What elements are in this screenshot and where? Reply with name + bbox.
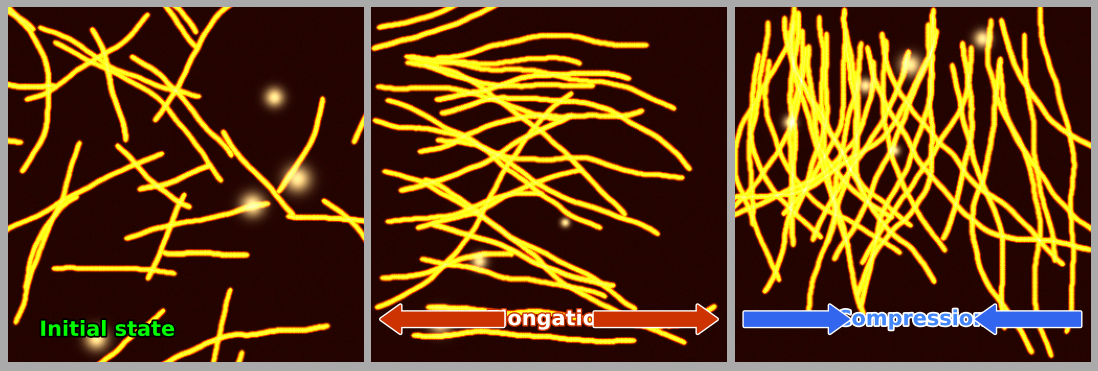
Text: Initial state: Initial state — [40, 320, 176, 340]
FancyArrowPatch shape — [594, 305, 717, 333]
FancyArrowPatch shape — [744, 305, 849, 333]
FancyArrowPatch shape — [976, 305, 1080, 333]
Text: Elongation: Elongation — [486, 309, 612, 329]
FancyArrowPatch shape — [381, 305, 504, 333]
Text: Compression: Compression — [837, 309, 988, 329]
